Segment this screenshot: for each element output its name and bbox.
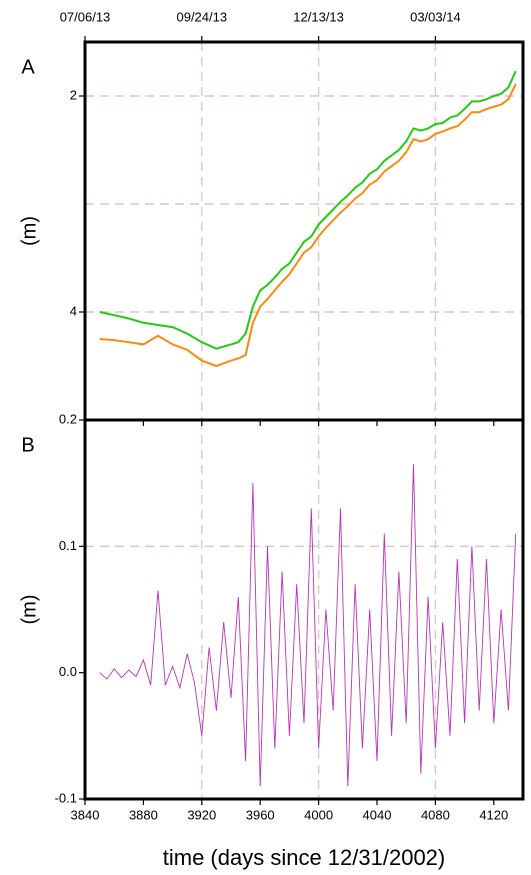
x2-tick-label: 09/24/13 — [176, 9, 227, 24]
x-tick-label: 3960 — [246, 807, 275, 822]
x-axis-label: time (days since 12/31/2002) — [163, 845, 446, 870]
y-tick-label: 0.1 — [59, 538, 77, 553]
panel-label: B — [21, 434, 34, 456]
y-tick-label: 4 — [70, 303, 77, 318]
series-line — [99, 70, 517, 350]
series-line — [99, 83, 517, 368]
y-tick-label: -0.1 — [55, 790, 77, 805]
y-tick-label: 0.0 — [59, 664, 77, 679]
x-tick-label: 3920 — [187, 807, 216, 822]
x-tick-label: 4040 — [363, 807, 392, 822]
y-tick-label: 0.2 — [59, 411, 77, 426]
x2-tick-label: 07/06/13 — [60, 9, 111, 24]
series-line — [99, 464, 517, 787]
x2-tick-label: 03/03/14 — [410, 9, 461, 24]
panel-label: A — [21, 56, 35, 78]
y-tick-label: 2 — [70, 87, 77, 102]
y-axis-label: (m) — [18, 595, 40, 625]
x2-tick-label: 12/13/13 — [293, 9, 344, 24]
y-axis-label: (m) — [18, 216, 40, 246]
plot-frame — [83, 40, 525, 422]
x-tick-label: 4120 — [479, 807, 508, 822]
x-tick-label: 3880 — [129, 807, 158, 822]
x-tick-label: 3840 — [71, 807, 100, 822]
plot-frame — [83, 418, 525, 801]
x-tick-label: 4000 — [304, 807, 333, 822]
x-tick-label: 4080 — [421, 807, 450, 822]
